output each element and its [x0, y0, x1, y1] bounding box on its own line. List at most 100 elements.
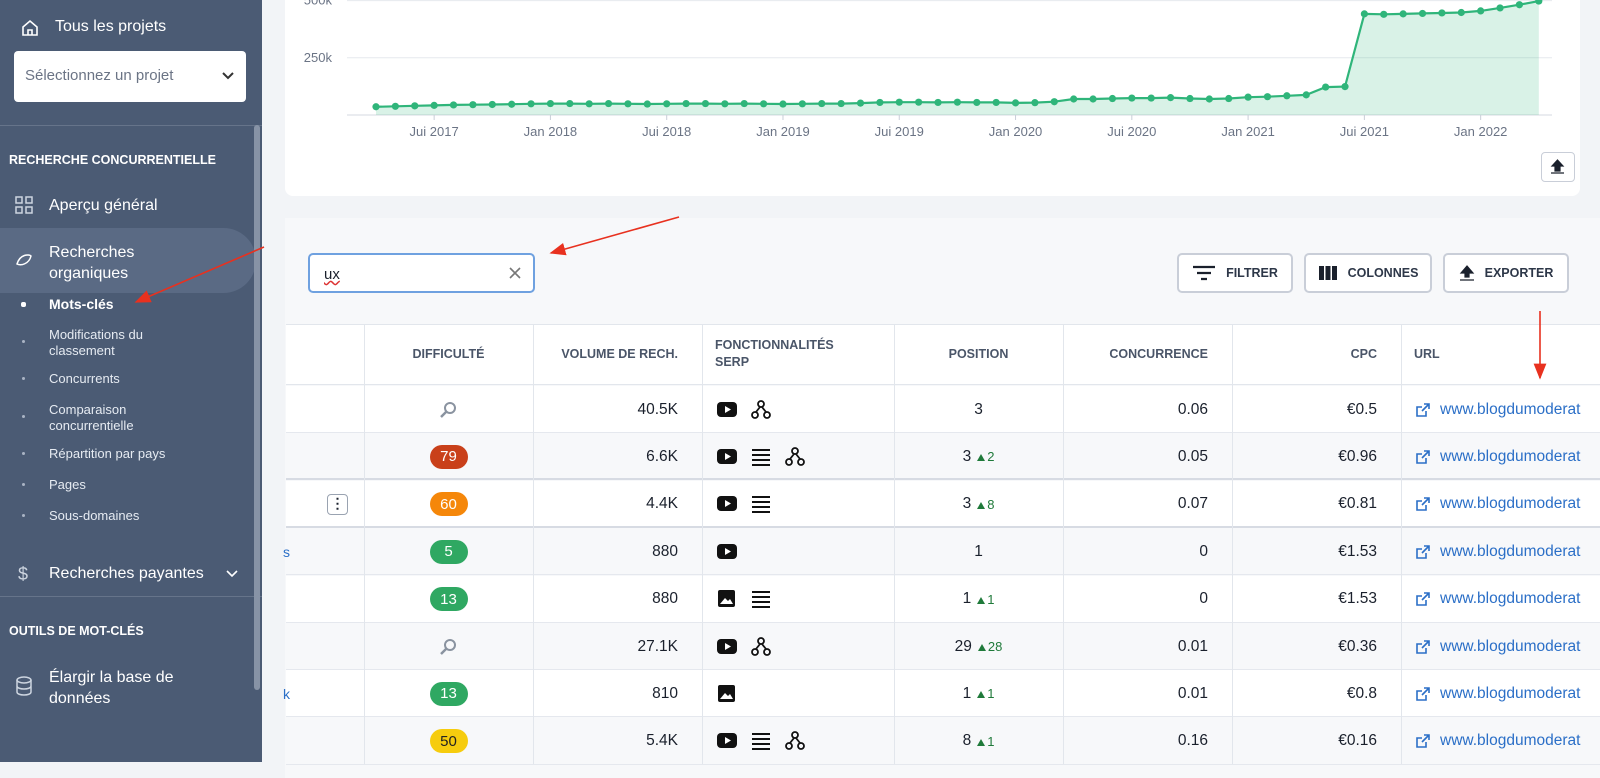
- dot: [22, 452, 25, 455]
- table-row: 79 6.6K 3 2 0.05 €0.96 www.blogdumoderat: [286, 433, 1600, 481]
- filter-icon: [1193, 265, 1216, 281]
- column-divider: [1232, 324, 1233, 764]
- position-change: 1: [977, 592, 994, 607]
- columns-button[interactable]: COLONNES: [1304, 253, 1432, 293]
- row-menu[interactable]: ⋮: [327, 493, 348, 515]
- svg-text:$: $: [18, 564, 28, 584]
- url-cell[interactable]: www.blogdumoderat: [1401, 528, 1600, 575]
- cpc: €0.96: [1338, 447, 1377, 465]
- point: [682, 99, 690, 108]
- upload-icon: [1550, 159, 1565, 174]
- url-cell[interactable]: www.blogdumoderat: [1401, 481, 1600, 528]
- table-row: 50 5.4K 8 1 0.16 €0.16 www.blogdumoderat: [286, 717, 1600, 765]
- up-arrow: [977, 691, 986, 699]
- nav-overview[interactable]: Aperçu général: [49, 197, 158, 214]
- serp-features: [702, 670, 894, 717]
- serp-icon: [751, 399, 771, 419]
- keyword: k: [283, 685, 290, 702]
- serp-icon: [752, 496, 770, 514]
- point: [1070, 95, 1078, 103]
- upload-icon: [1459, 265, 1474, 281]
- serp-features: [702, 433, 894, 480]
- dot: [21, 302, 26, 307]
- button-label: FILTRER: [1226, 266, 1278, 280]
- nav-sub-item[interactable]: Modifications du classement: [49, 327, 143, 358]
- chart-card: [285, 0, 1580, 196]
- serp-icon: [717, 733, 737, 749]
- url-cell[interactable]: www.blogdumoderat: [1401, 576, 1600, 623]
- point: [1457, 8, 1465, 17]
- serp-icon: [718, 590, 735, 608]
- nav-sub-item[interactable]: Concurrents: [49, 371, 120, 386]
- difficulty-badge: 50: [429, 729, 468, 754]
- url-cell[interactable]: www.blogdumoderat: [1401, 386, 1600, 433]
- point: [1496, 4, 1504, 12]
- x-tick-label: Jui 2019: [875, 124, 924, 139]
- point: [1011, 99, 1020, 107]
- volume: 6.6K: [646, 447, 678, 465]
- url-cell[interactable]: www.blogdumoderat: [1401, 670, 1600, 717]
- difficulty-cell: 13: [364, 670, 533, 717]
- point: [895, 98, 903, 106]
- point: [1341, 83, 1349, 91]
- column-divider: [702, 324, 703, 764]
- serp-features: [702, 528, 894, 575]
- point: [1477, 7, 1485, 15]
- table-row: s 5 880 1 0 €1.53 www.blogdumoderat: [283, 528, 1600, 576]
- chart-export-button[interactable]: [1541, 152, 1575, 182]
- table-header: [286, 324, 1600, 385]
- nav-sub-item[interactable]: Mots-clés: [49, 296, 114, 312]
- section-title: RECHERCHE CONCURRENTIELLE: [9, 153, 216, 167]
- nav-organic[interactable]: Recherches organiques: [49, 244, 135, 282]
- clear-icon[interactable]: [509, 267, 521, 279]
- y-tick-label: 250k: [304, 50, 333, 65]
- competition: 0.16: [1177, 732, 1208, 750]
- project-select[interactable]: Sélectionnez un projet: [14, 51, 246, 102]
- search-icon: [439, 401, 456, 418]
- change-value: 8: [987, 496, 995, 512]
- position-cell: 1: [894, 528, 1063, 575]
- point: [449, 101, 458, 109]
- serp-features: [702, 481, 894, 528]
- point: [488, 100, 496, 109]
- url-cell[interactable]: www.blogdumoderat: [1401, 623, 1600, 670]
- position: 8: [962, 732, 972, 750]
- competition: 0.01: [1177, 637, 1208, 655]
- change-value: 2: [987, 449, 995, 465]
- nav-sub-item[interactable]: Pages: [49, 477, 86, 492]
- column-divider: [894, 324, 895, 764]
- serp-icon: [751, 636, 771, 656]
- url-cell[interactable]: www.blogdumoderat: [1401, 433, 1600, 480]
- nav-sub-item[interactable]: Répartition par pays: [49, 446, 166, 461]
- search-icon: [439, 638, 456, 655]
- point: [508, 100, 516, 108]
- table-row: 27.1K 29 28 0.01 €0.36 www.blogdumoderat: [286, 623, 1600, 670]
- nav-paid[interactable]: Recherches payantes: [49, 565, 204, 582]
- point: [624, 100, 632, 108]
- filter-button[interactable]: FILTRER: [1177, 253, 1293, 293]
- url-cell[interactable]: www.blogdumoderat: [1401, 718, 1600, 765]
- difficulty-cell: [364, 386, 533, 433]
- nav-expand[interactable]: Élargir la base de données: [49, 669, 174, 707]
- cpc: €1.53: [1338, 542, 1377, 560]
- database-icon: [16, 676, 32, 696]
- search-input[interactable]: ux: [308, 253, 535, 293]
- nav-sub-item[interactable]: Sous-domaines: [49, 508, 140, 523]
- volume: 5.4K: [646, 732, 678, 750]
- point: [1515, 1, 1524, 9]
- change-value: 1: [987, 591, 995, 607]
- nav-sub-item[interactable]: Comparaison concurrentielle: [49, 402, 134, 433]
- point: [915, 98, 923, 106]
- x-tick-label: Jan 2020: [989, 124, 1043, 139]
- x-tick-label: Jan 2022: [1454, 124, 1508, 139]
- export-button[interactable]: EXPORTER: [1443, 253, 1569, 293]
- table-row: 13 880 1 1 0 €1.53 www.blogdumoderat: [286, 575, 1600, 623]
- point: [643, 100, 651, 108]
- all-projects[interactable]: Tous les projets: [55, 18, 167, 35]
- external-link-icon: [1416, 497, 1430, 512]
- url: www.blogdumoderat: [1440, 542, 1581, 560]
- up-arrow: [977, 454, 986, 462]
- divider: [0, 596, 262, 597]
- position: 3: [962, 447, 972, 465]
